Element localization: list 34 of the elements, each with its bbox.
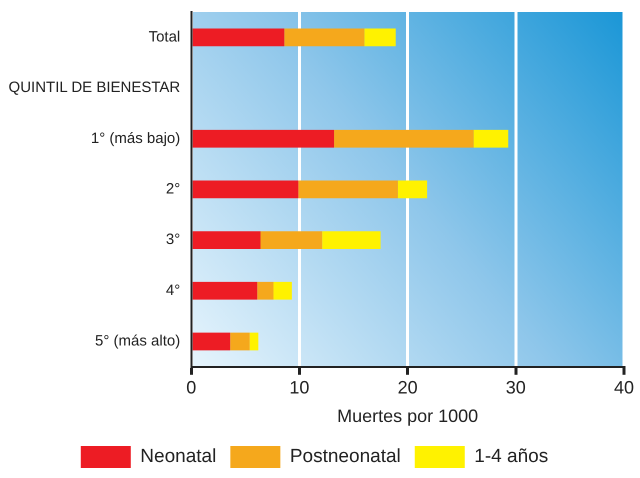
legend-label: Postneonatal [290, 446, 401, 468]
bar [192, 28, 284, 46]
bar [260, 231, 322, 249]
bar [250, 332, 258, 350]
bar [322, 231, 381, 249]
bar [192, 180, 298, 198]
bar [273, 282, 292, 300]
y-tick-label: 5° (más alto) [95, 332, 180, 350]
y-tick-label: Total [148, 28, 180, 46]
bar [398, 180, 428, 198]
bar [284, 28, 364, 46]
y-tick-label: 4° [166, 282, 180, 299]
bar [364, 28, 396, 46]
bar [230, 332, 250, 350]
bar [334, 130, 474, 148]
bar [192, 231, 260, 249]
bar [192, 332, 230, 350]
bar [192, 130, 334, 148]
x-tick-label: 30 [506, 378, 526, 398]
bar [474, 130, 508, 148]
bar [257, 282, 274, 300]
legend-label: Neonatal [140, 446, 216, 468]
legend-label: 1-4 años [474, 446, 548, 468]
x-tick-label: 0 [186, 378, 196, 398]
y-tick-label: 2° [166, 180, 180, 198]
x-tick-label: 40 [614, 378, 634, 398]
x-axis-title: Muertes por 1000 [337, 406, 478, 426]
bar [192, 282, 258, 300]
x-tick-label: 20 [398, 378, 418, 398]
y-tick-label: 3° [166, 231, 180, 248]
x-tick-label: 10 [289, 378, 310, 398]
bar [298, 180, 398, 198]
y-tick-label: 1° (más bajo) [90, 130, 180, 147]
y-tick-label: QUINTIL DE BIENESTAR [8, 79, 180, 96]
